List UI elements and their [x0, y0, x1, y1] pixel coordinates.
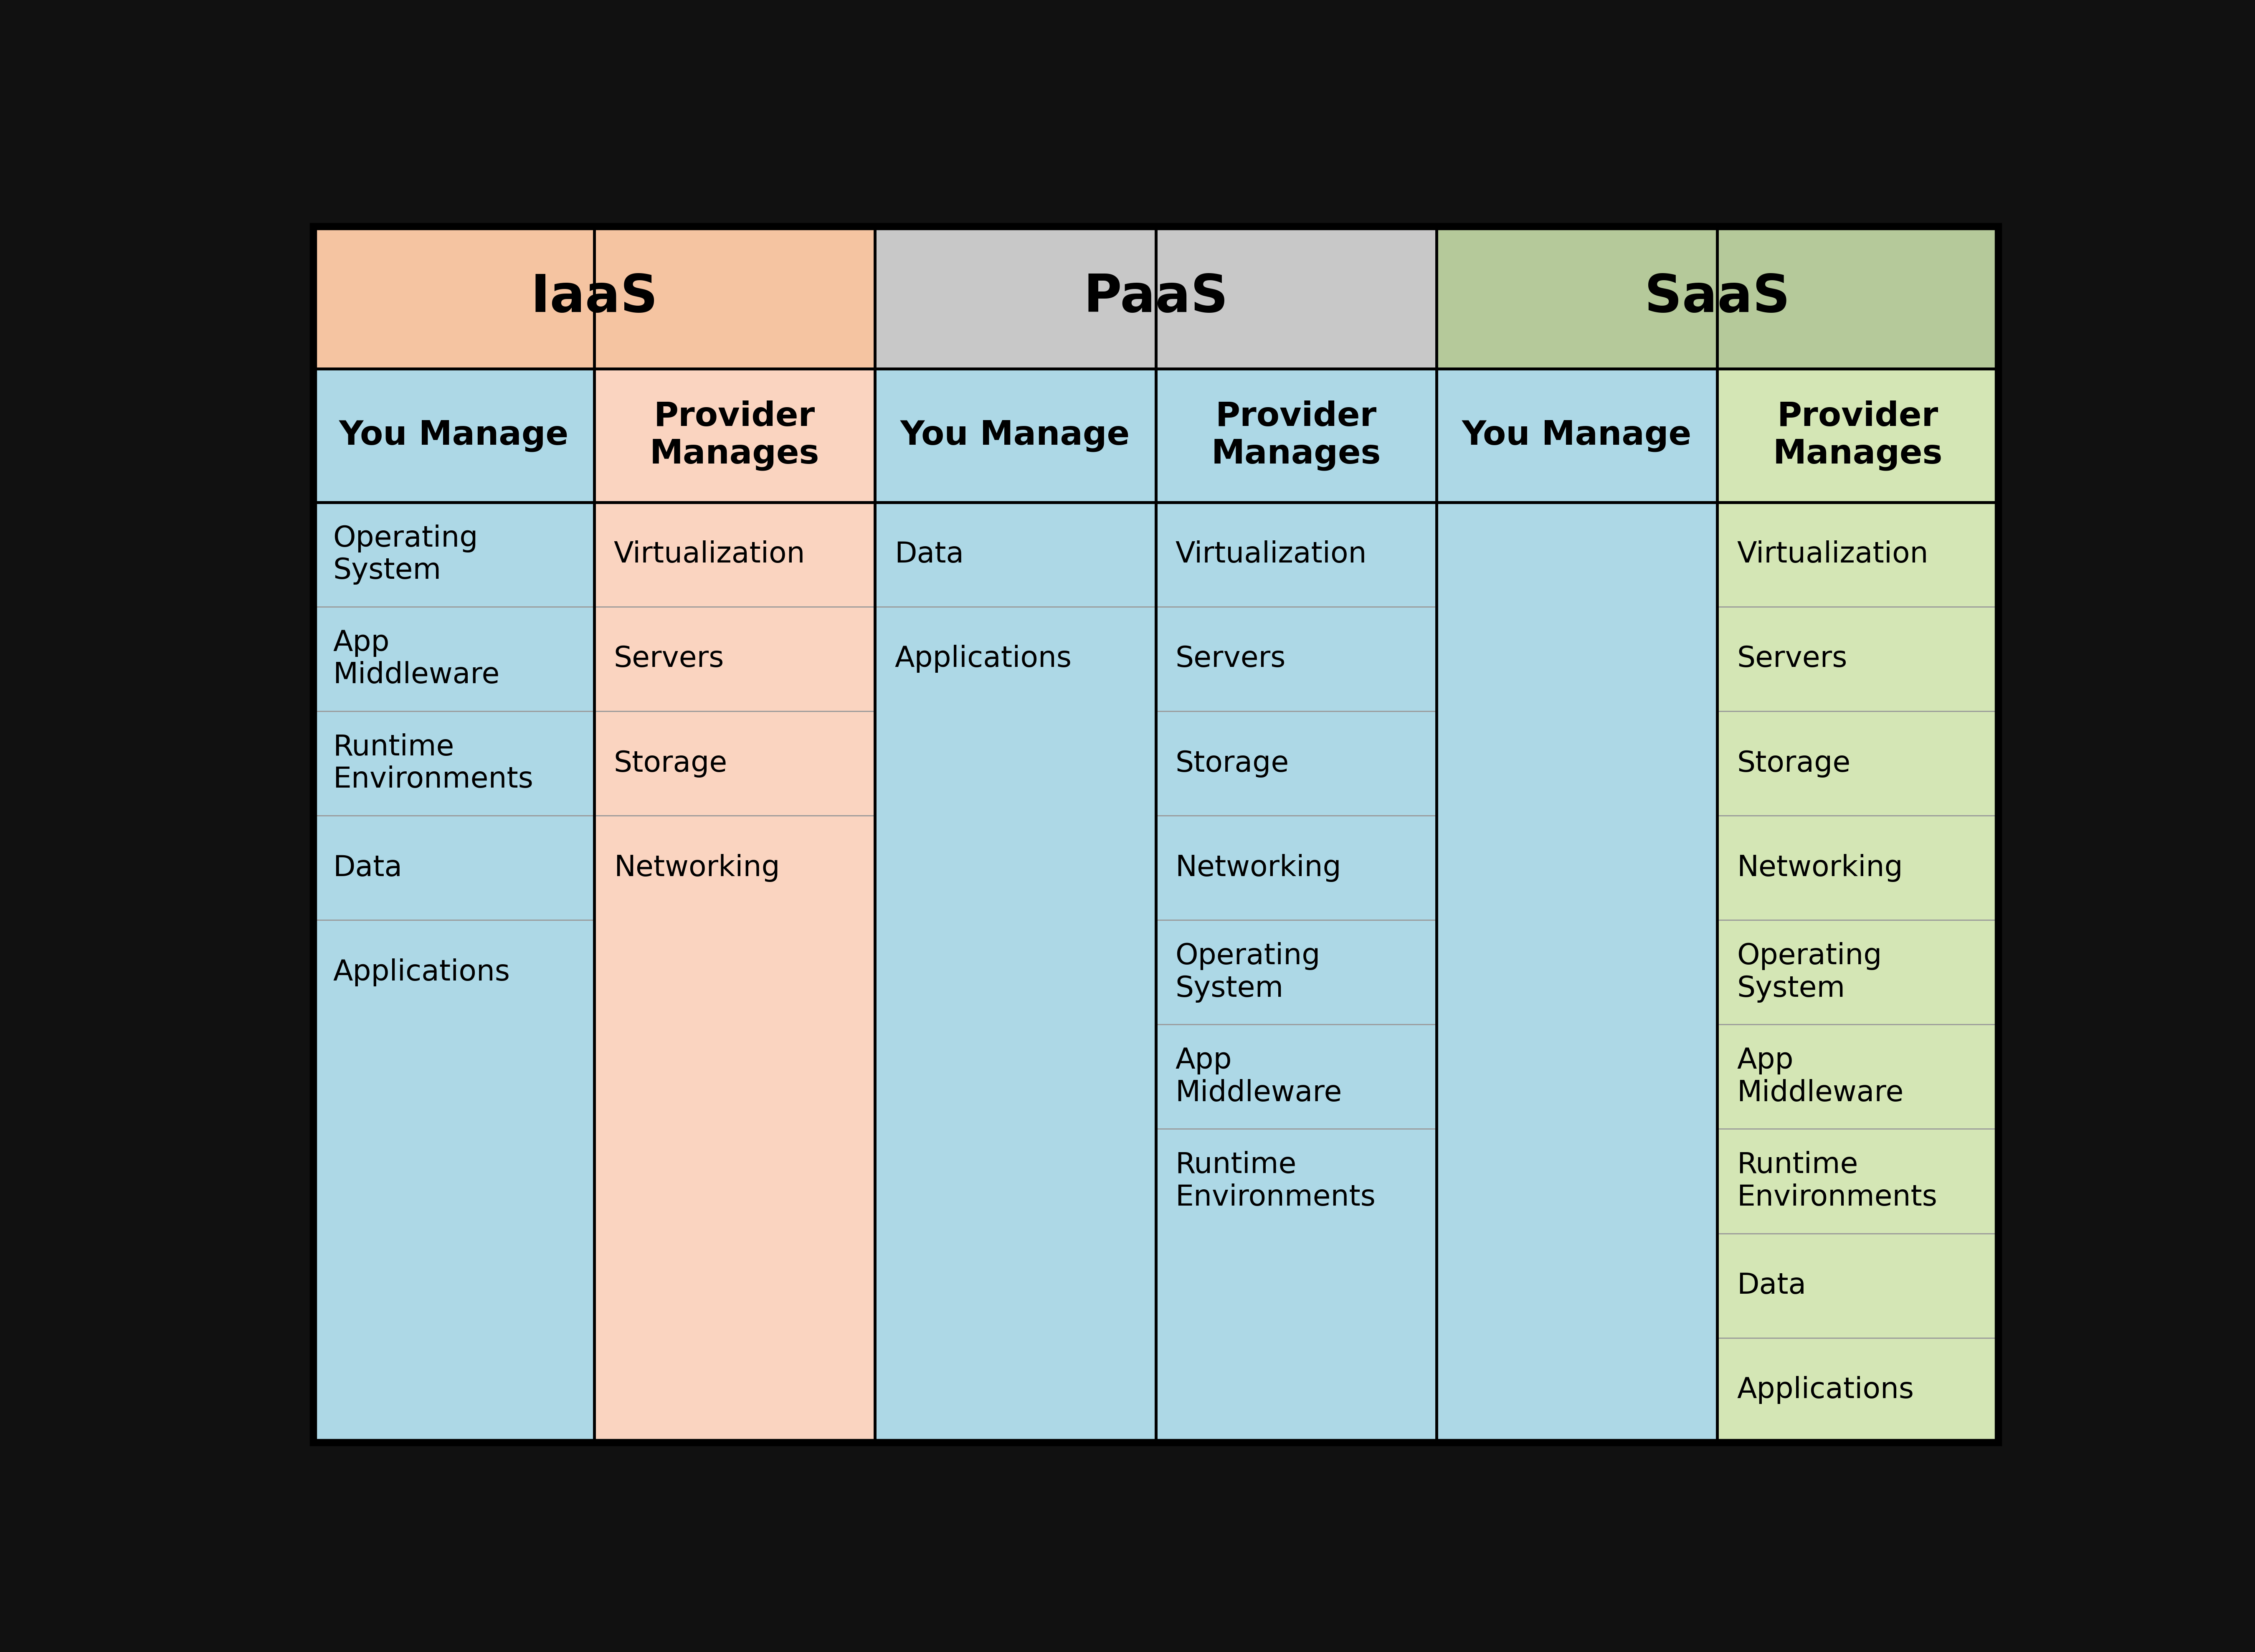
Text: Networking: Networking: [613, 854, 780, 882]
Text: Storage: Storage: [1175, 750, 1290, 778]
Bar: [313, 502, 593, 1442]
Text: Applications: Applications: [895, 644, 1071, 672]
Text: Virtualization: Virtualization: [1736, 540, 1928, 568]
Text: Data: Data: [895, 540, 963, 568]
Bar: [1718, 368, 1998, 502]
Bar: [1155, 502, 1436, 1442]
Text: Networking: Networking: [1175, 854, 1342, 882]
Bar: [1436, 368, 1718, 502]
Text: Applications: Applications: [1736, 1376, 1914, 1404]
Text: Provider
Manages: Provider Manages: [1772, 400, 1942, 471]
Text: You Manage: You Manage: [338, 420, 568, 451]
Text: App
Middleware: App Middleware: [1736, 1046, 1903, 1107]
Text: Virtualization: Virtualization: [1175, 540, 1367, 568]
Text: Operating
System: Operating System: [1736, 942, 1883, 1003]
Text: IaaS: IaaS: [530, 273, 658, 322]
Bar: [875, 368, 1155, 502]
Text: Storage: Storage: [613, 750, 728, 778]
Text: Servers: Servers: [1175, 644, 1285, 672]
Text: Runtime
Environments: Runtime Environments: [334, 733, 534, 793]
Text: Servers: Servers: [1736, 644, 1847, 672]
Text: Provider
Manages: Provider Manages: [1211, 400, 1380, 471]
Bar: [875, 226, 1436, 368]
Bar: [593, 502, 875, 1442]
Bar: [313, 368, 593, 502]
Bar: [1436, 226, 1998, 368]
Text: Operating
System: Operating System: [334, 524, 478, 585]
Text: Runtime
Environments: Runtime Environments: [1175, 1151, 1376, 1211]
Text: Applications: Applications: [334, 958, 510, 986]
Text: PaaS: PaaS: [1082, 273, 1229, 322]
Text: Virtualization: Virtualization: [613, 540, 805, 568]
Text: Networking: Networking: [1736, 854, 1903, 882]
Text: Data: Data: [334, 854, 401, 882]
Text: App
Middleware: App Middleware: [334, 629, 501, 689]
Bar: [875, 502, 1155, 1442]
Text: Servers: Servers: [613, 644, 724, 672]
Text: Runtime
Environments: Runtime Environments: [1736, 1151, 1937, 1211]
Text: You Manage: You Manage: [900, 420, 1130, 451]
Bar: [313, 226, 875, 368]
Bar: [1155, 368, 1436, 502]
Text: Provider
Manages: Provider Manages: [649, 400, 819, 471]
Text: Operating
System: Operating System: [1175, 942, 1321, 1003]
Text: You Manage: You Manage: [1461, 420, 1691, 451]
Bar: [1718, 502, 1998, 1442]
Text: App
Middleware: App Middleware: [1175, 1046, 1342, 1107]
Text: Data: Data: [1736, 1272, 1806, 1300]
Text: SaaS: SaaS: [1644, 273, 1790, 322]
Text: Storage: Storage: [1736, 750, 1851, 778]
Bar: [1436, 502, 1718, 1442]
Bar: [593, 368, 875, 502]
